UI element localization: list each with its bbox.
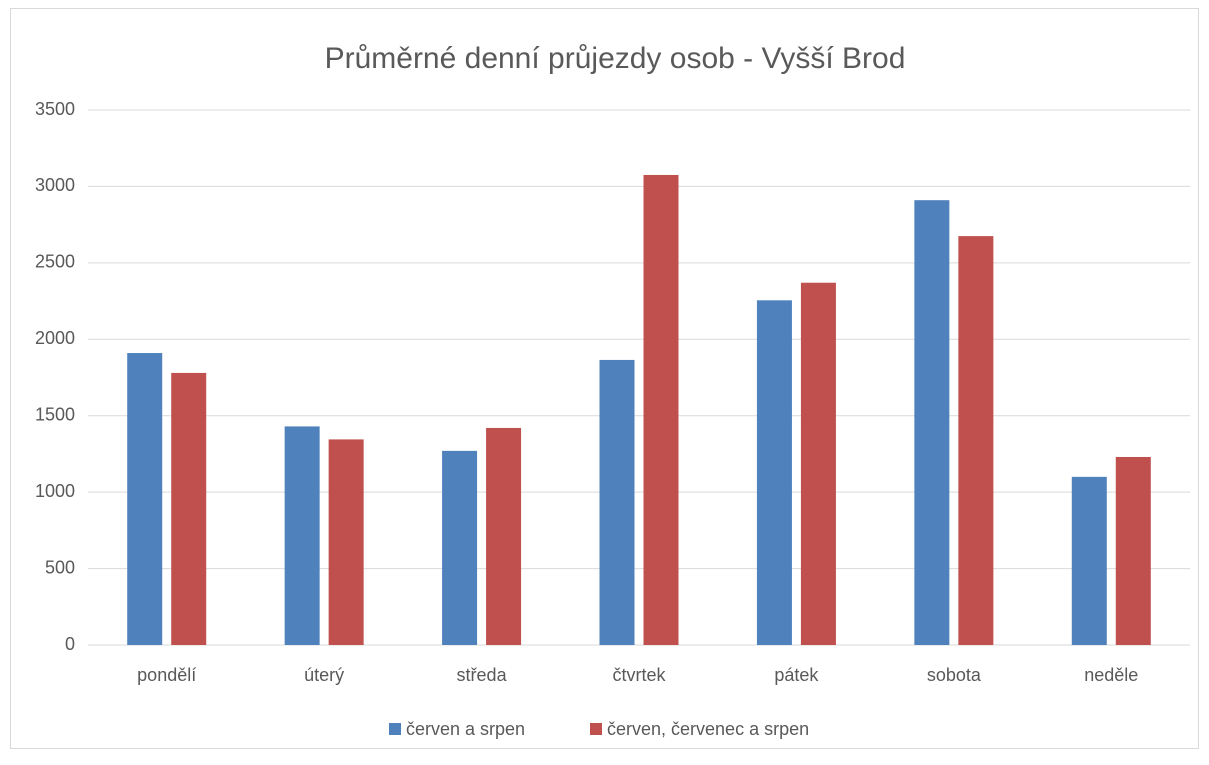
x-tick-label: středa: [457, 665, 508, 685]
legend-label: červen a srpen: [406, 719, 525, 739]
x-tick-label: pondělí: [137, 665, 196, 685]
y-tick-label: 1500: [35, 404, 75, 424]
bar: [643, 174, 679, 645]
x-tick-label: neděle: [1084, 665, 1138, 685]
chart-title: Průměrné denní průjezdy osob - Vyšší Bro…: [325, 42, 906, 75]
bar: [127, 353, 163, 645]
x-tick-label: úterý: [304, 665, 344, 685]
y-tick-label: 3000: [35, 175, 75, 195]
y-tick-label: 500: [45, 557, 75, 577]
x-tick-label: sobota: [927, 665, 982, 685]
bar: [328, 439, 364, 645]
y-tick-label: 3500: [35, 99, 75, 119]
bar: [171, 372, 207, 645]
bar: [1071, 476, 1107, 645]
bar: [486, 427, 522, 645]
bar: [756, 300, 792, 645]
x-tick-label: pátek: [774, 665, 819, 685]
y-tick-label: 2000: [35, 328, 75, 348]
y-tick-label: 0: [65, 634, 75, 654]
legend-label: červen, červenec a srpen: [607, 719, 809, 739]
bar: [914, 200, 950, 645]
bar: [1115, 456, 1151, 645]
bar: [599, 359, 635, 645]
legend-swatch: [590, 723, 602, 735]
bar: [442, 450, 478, 645]
bar: [958, 236, 994, 645]
y-tick-label: 1000: [35, 481, 75, 501]
y-tick-label: 2500: [35, 252, 75, 272]
x-tick-label: čtvrtek: [612, 665, 666, 685]
legend-swatch: [389, 723, 401, 735]
bar: [284, 426, 320, 645]
bar: [800, 282, 836, 645]
